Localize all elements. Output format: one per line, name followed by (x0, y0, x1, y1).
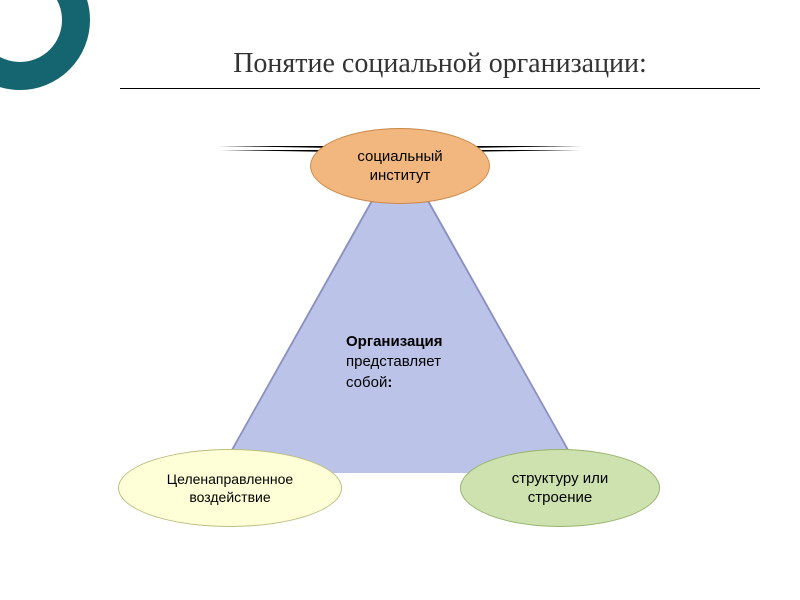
triangle-label: Организация представляет собой: (346, 332, 443, 393)
ellipse-left-line1: Целенаправленное (167, 471, 293, 487)
ellipse-top-line2: институт (370, 167, 431, 184)
triangle-label-line2: собой (346, 374, 387, 391)
diagram-canvas: Организация представляет собой: социальн… (0, 100, 800, 600)
ellipse-right: структуру или строение (460, 449, 660, 527)
triangle-label-bold: Организация (346, 333, 443, 350)
corner-ring (0, 0, 90, 90)
title-block: Понятие социальной организации: (120, 48, 760, 89)
triangle-label-colon: : (387, 374, 392, 391)
triangle-label-line1: представляет (346, 353, 441, 370)
ellipse-top-line1: социальный (357, 148, 442, 165)
ellipse-right-line1: структуру или (512, 470, 609, 487)
ellipse-top: социальный институт (310, 128, 490, 204)
page-title: Понятие социальной организации: (120, 48, 760, 88)
ellipse-right-line2: строение (528, 489, 592, 506)
ellipse-left: Целенаправленное воздействие (118, 449, 342, 527)
ellipse-left-line2: воздействие (189, 489, 270, 505)
